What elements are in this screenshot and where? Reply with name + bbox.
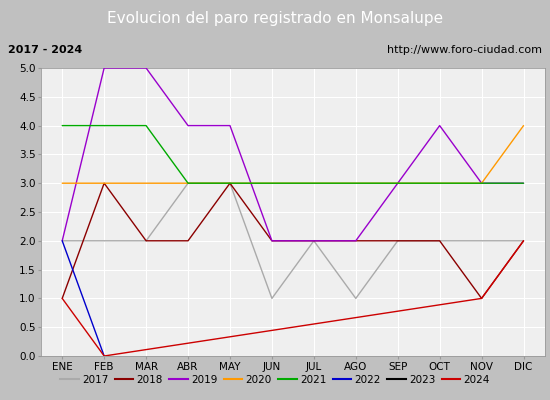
Text: http://www.foro-ciudad.com: http://www.foro-ciudad.com: [387, 45, 542, 55]
Legend: 2017, 2018, 2019, 2020, 2021, 2022, 2023, 2024: 2017, 2018, 2019, 2020, 2021, 2022, 2023…: [60, 375, 490, 385]
Text: Evolucion del paro registrado en Monsalupe: Evolucion del paro registrado en Monsalu…: [107, 10, 443, 26]
Text: 2017 - 2024: 2017 - 2024: [8, 45, 82, 55]
